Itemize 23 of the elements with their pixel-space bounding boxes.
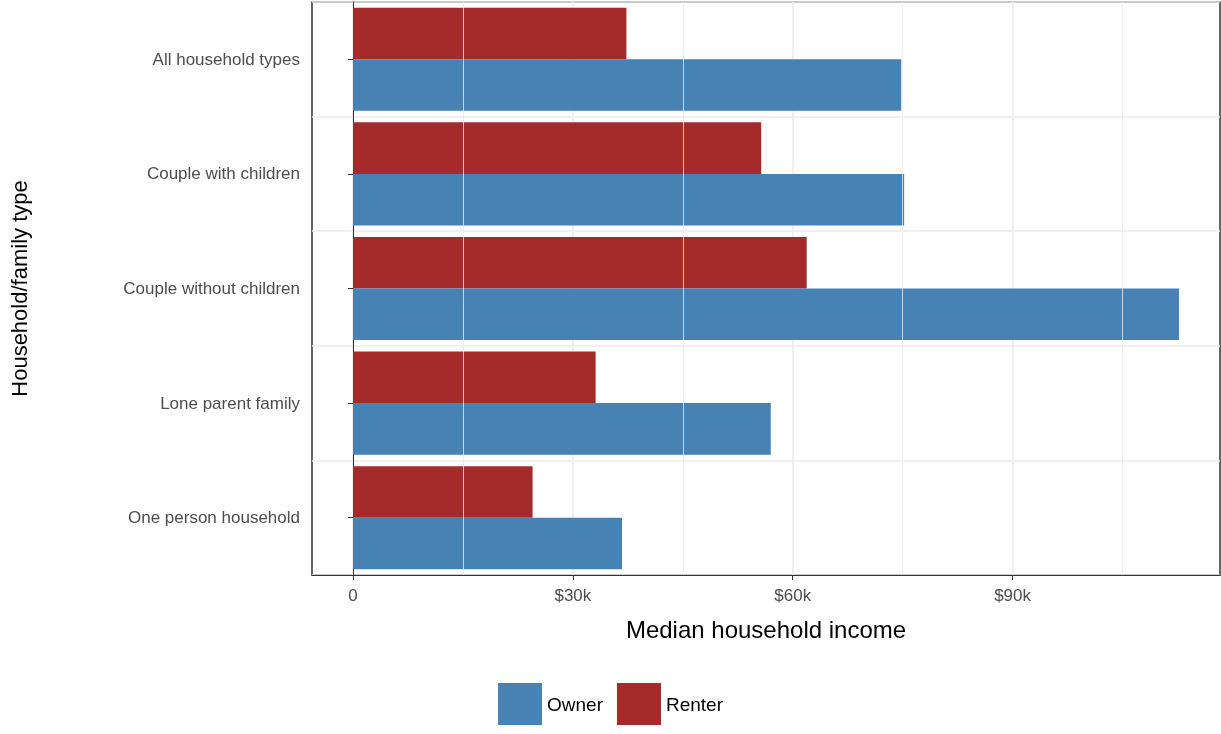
bar: [353, 288, 1179, 341]
bar: [353, 517, 622, 570]
x-tick-label: $60k: [774, 586, 812, 605]
bar: [353, 466, 533, 518]
bar: [353, 236, 807, 289]
bar: [353, 7, 627, 60]
y-tick-label: Couple with children: [146, 164, 300, 184]
bar: [353, 122, 762, 174]
y-tick-label: One person household: [127, 508, 300, 528]
legend-label: Owner: [547, 693, 604, 715]
bar: [353, 403, 771, 455]
x-tick-label: $30k: [554, 586, 592, 605]
bar: [353, 59, 902, 111]
x-axis-title: Median household income: [625, 615, 907, 643]
y-axis-title: Household/family type: [6, 180, 32, 397]
bar: [353, 351, 596, 404]
y-tick-label: Lone parent family: [160, 393, 301, 413]
y-tick-label: All household types: [152, 49, 300, 69]
x-tick-label: 0: [348, 586, 358, 605]
y-tick-label: Couple without children: [123, 279, 300, 298]
legend-label: Renter: [665, 693, 724, 715]
bar: [353, 173, 905, 226]
x-tick-label: $90k: [994, 586, 1032, 605]
